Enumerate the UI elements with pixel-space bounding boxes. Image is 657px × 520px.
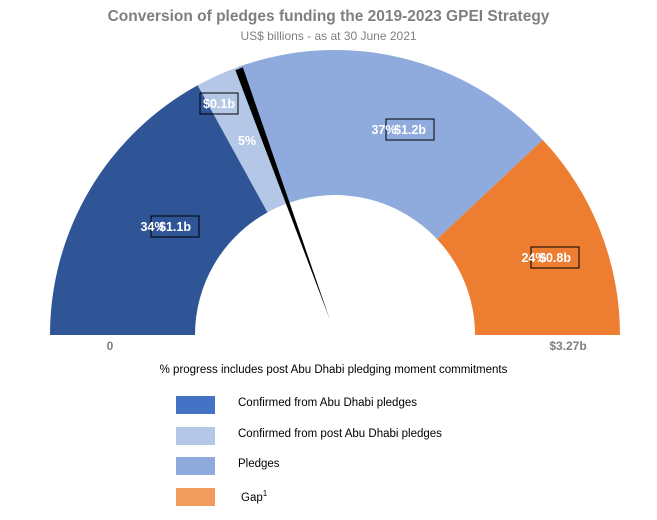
value-label: $0.1b: [203, 97, 235, 111]
gauge-segment: [238, 49, 543, 240]
gauge-segment: [50, 85, 268, 335]
gauge-segment: [437, 139, 620, 335]
legend-label: Gap1: [241, 489, 268, 504]
value-label: $0.8b: [539, 251, 571, 265]
chart-title: Conversion of pledges funding the 2019-2…: [107, 8, 550, 25]
chart-subtitle: US$ billions - as at 30 June 2021: [240, 29, 417, 43]
value-label-box: [150, 215, 200, 238]
value-label-box: [385, 118, 435, 141]
value-label-box: [530, 246, 580, 269]
axis-min-label: 0: [107, 339, 114, 353]
legend-swatch: [176, 427, 215, 445]
percent-label: 5%: [238, 134, 256, 148]
needle: [235, 67, 330, 320]
gauge-segment: [197, 66, 288, 213]
note: % progress includes post Abu Dhabi pledg…: [159, 364, 508, 376]
legend-label: Confirmed from post Abu Dhabi pledges: [238, 428, 442, 440]
legend-swatch: [176, 396, 215, 414]
legend-swatch: [176, 488, 215, 506]
axis-max-label: $3.27b: [549, 339, 586, 353]
footnote-marker: 1: [262, 489, 268, 498]
percent-label: 37%: [371, 123, 396, 137]
value-label: $1.2b: [394, 123, 426, 137]
legend-swatch: [176, 457, 215, 475]
legend-label: Confirmed from Abu Dhabi pledges: [238, 397, 417, 409]
percent-label: 24%: [521, 251, 546, 265]
legend-label: Pledges: [238, 458, 280, 470]
value-label-box: [199, 92, 239, 115]
value-label: $1.1b: [159, 220, 191, 234]
percent-label: 34%: [140, 220, 165, 234]
